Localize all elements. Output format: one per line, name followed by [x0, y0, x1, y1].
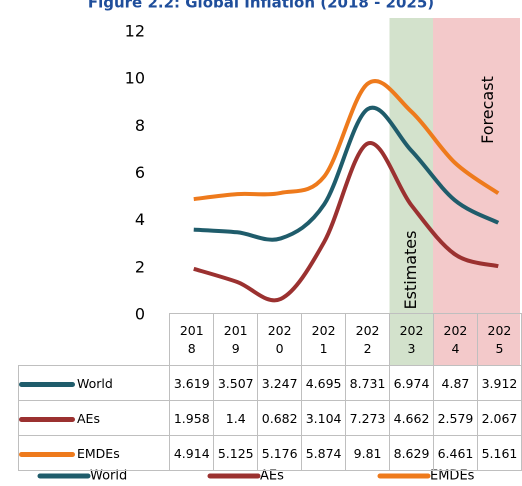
y-tick-label: 6 — [135, 163, 145, 182]
table-corner — [19, 314, 170, 366]
table-value: 1.4 — [213, 400, 259, 436]
y-tick-label: 0 — [135, 305, 145, 324]
table-header-cell: 2025 — [476, 313, 522, 366]
table-value: 2.579 — [433, 400, 478, 436]
table-row: EMDEs 4.914 5.125 5.176 5.874 9.81 8.629 6.461 5… — [17, 435, 522, 471]
category-label: 2023 — [399, 322, 424, 356]
table-row-head: AEs — [17, 400, 171, 436]
series-name: EMDEs — [77, 445, 120, 461]
legend-label: World — [90, 469, 127, 484]
table-row: AEs 1.958 1.4 0.682 3.104 7.273 4.662 2.579 2.06… — [17, 400, 522, 436]
data-table: 2018 2019 2020 2021 2022 2023 2024 2025 World 3.6… — [17, 313, 522, 471]
table-value: 8.731 — [345, 365, 391, 401]
table-value: 5.125 — [213, 435, 259, 471]
table-header-cell: 2018 — [169, 313, 215, 366]
legend-key — [19, 381, 75, 387]
table-value: 3.104 — [301, 400, 347, 436]
table-value: 8.629 — [389, 435, 434, 471]
table-value: 1.958 — [169, 400, 215, 436]
table-header-cell: 2020 — [257, 313, 303, 366]
table-value: 5.874 — [301, 435, 347, 471]
table-value: 3.619 — [169, 365, 215, 401]
legend-key — [19, 451, 75, 457]
table-value: 4.914 — [169, 435, 215, 471]
category-label: 2025 — [487, 322, 512, 356]
table-header-row: 2018 2019 2020 2021 2022 2023 2024 2025 — [19, 313, 522, 366]
table-header-cell: 2023 — [389, 313, 434, 366]
category-label: 2020 — [267, 322, 292, 356]
table-value: 9.81 — [345, 435, 391, 471]
category-label: 2021 — [311, 322, 336, 356]
chart-title: Figure 2.2: Global Inflation (2018 - 202… — [88, 0, 434, 12]
table-value: 3.247 — [257, 365, 303, 401]
legend-label: EMDEs — [430, 469, 475, 484]
table-value: 4.87 — [433, 365, 478, 401]
table-value: 4.662 — [389, 400, 434, 436]
series-line — [193, 105, 500, 242]
shaded-region — [389, 18, 433, 366]
table-value: 0.682 — [257, 400, 303, 436]
table-value: 6.461 — [433, 435, 478, 471]
series-line — [193, 79, 500, 202]
legend-label: AEs — [260, 469, 284, 484]
table-row: World 3.619 3.507 3.247 4.695 8.731 6.974 4.87 3… — [17, 365, 522, 401]
y-tick-label: 2 — [135, 257, 145, 276]
table-header-cell: 2019 — [213, 313, 259, 366]
region-label: Estimates — [401, 230, 420, 309]
table-value: 4.695 — [301, 365, 347, 401]
table-value: 5.176 — [257, 435, 303, 471]
table-value: 6.974 — [389, 365, 434, 401]
y-tick-label: 10 — [125, 69, 145, 88]
category-label: 2019 — [223, 322, 248, 356]
table-value: 2.067 — [476, 400, 522, 436]
table-value: 3.507 — [213, 365, 259, 401]
y-tick-label: 4 — [135, 210, 145, 229]
region-label: Forecast — [478, 76, 497, 144]
table-row-head: EMDEs — [17, 435, 171, 471]
category-label: 2024 — [443, 322, 468, 356]
category-label: 2022 — [355, 322, 380, 356]
table-row-head: World — [17, 365, 171, 401]
table-header-cell: 2021 — [301, 313, 347, 366]
y-tick-label: 8 — [135, 116, 145, 135]
series-line — [193, 141, 499, 303]
table-header-cell: 2024 — [433, 313, 478, 366]
series-name: AEs — [77, 410, 100, 426]
table-value: 7.273 — [345, 400, 391, 436]
y-tick-label: 12 — [125, 22, 145, 41]
table-value: 3.912 — [476, 365, 522, 401]
legend-key — [19, 416, 75, 422]
category-label: 2018 — [179, 322, 204, 356]
table-value: 5.161 — [476, 435, 522, 471]
table-header-cell: 2022 — [345, 313, 391, 366]
series-name: World — [77, 375, 113, 391]
